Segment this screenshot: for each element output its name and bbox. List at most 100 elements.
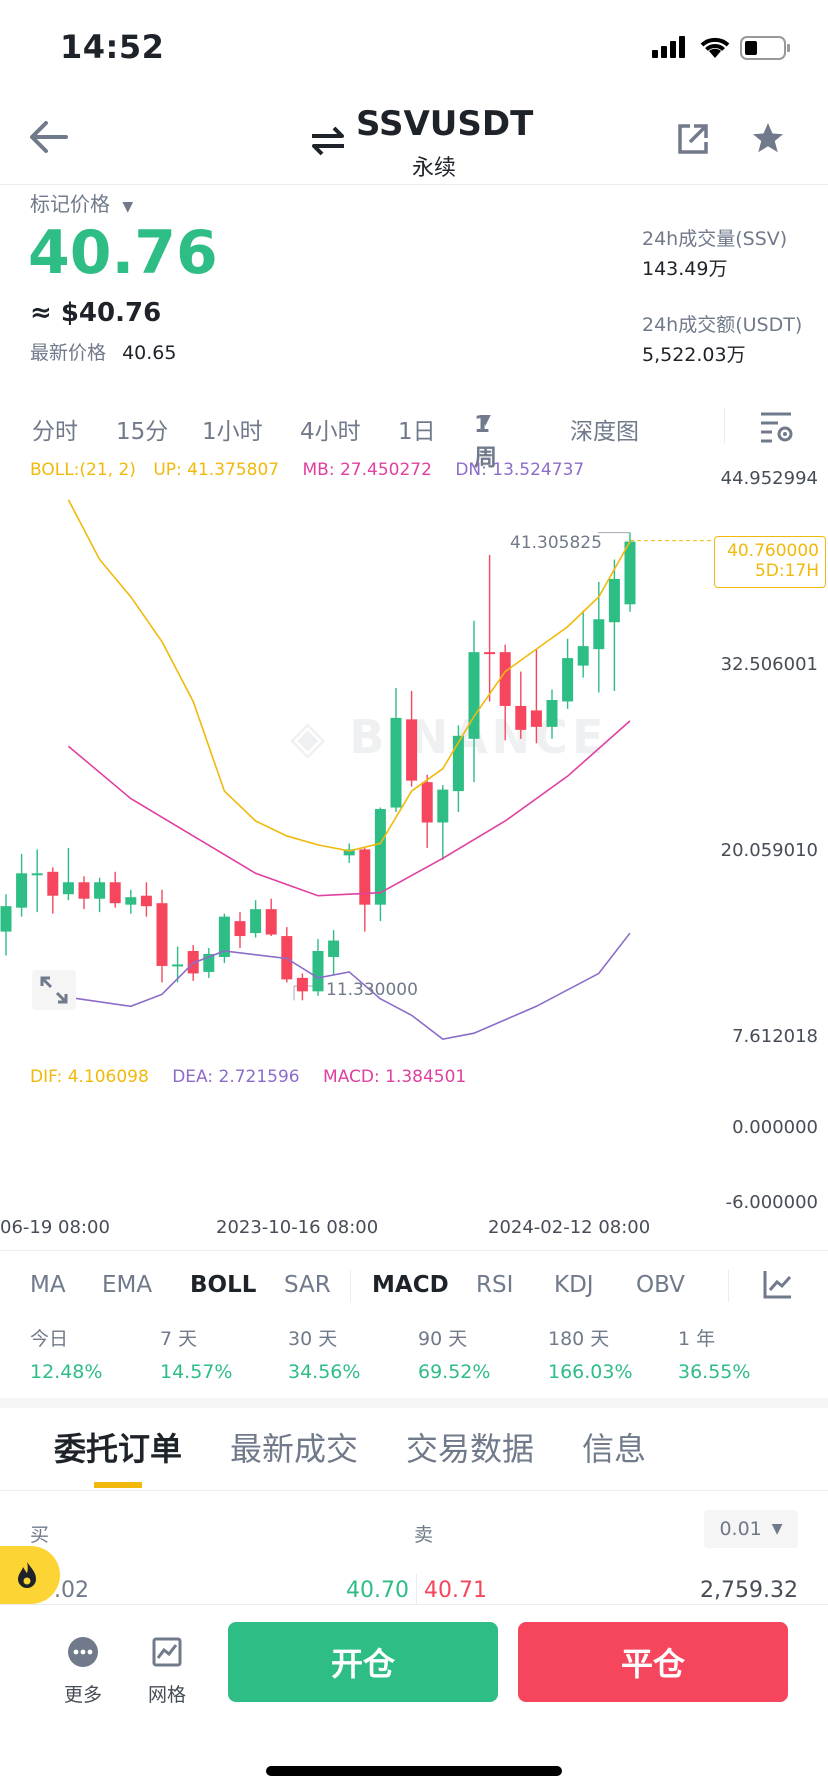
- candle-body: [312, 951, 324, 992]
- current-price-tag: 40.760000 5D:17H: [714, 536, 826, 588]
- boll-mb: MB: 27.450272: [302, 460, 432, 480]
- mark-price-label: 标记价格: [30, 192, 110, 216]
- mark-price-selector[interactable]: 标记价格 ▼: [30, 188, 133, 217]
- indicator-settings-icon[interactable]: [762, 1268, 794, 1304]
- battery-icon: [740, 36, 792, 64]
- buy-price[interactable]: 40.70: [346, 1578, 409, 1603]
- candle-body: [374, 809, 386, 905]
- favorite-star-icon[interactable]: [750, 120, 786, 160]
- tab-1w-label: 1周: [474, 412, 497, 471]
- fullscreen-expand-icon[interactable]: [32, 970, 76, 1010]
- switch-pair-icon[interactable]: [310, 124, 346, 162]
- candle-body: [343, 849, 355, 856]
- macd-dif: DIF: 4.106098: [30, 1067, 149, 1087]
- status-time: 14:52: [60, 28, 165, 66]
- caret-down-icon: ▼: [480, 412, 491, 428]
- perf-value: 14.57%: [160, 1361, 233, 1383]
- hot-fire-button[interactable]: [0, 1546, 60, 1604]
- last-price-value: 40.65: [122, 342, 177, 364]
- indicator-rsi[interactable]: RSI: [476, 1272, 514, 1298]
- caret-down-icon: ▼: [771, 1521, 783, 1537]
- perf-label: 1 年: [678, 1328, 716, 1350]
- pair-title[interactable]: SSVUSDT: [356, 104, 533, 144]
- perf-180d: 180 天 166.03%: [548, 1324, 668, 1383]
- grid-button[interactable]: 网格: [142, 1636, 192, 1707]
- perf-value: 36.55%: [678, 1361, 751, 1383]
- indicator-obv[interactable]: OBV: [636, 1272, 685, 1298]
- kline-chart[interactable]: [0, 450, 828, 1050]
- perf-30d: 30 天 34.56%: [288, 1324, 408, 1383]
- header-divider: [0, 184, 828, 185]
- candle-body: [390, 717, 402, 808]
- candle-body: [546, 699, 558, 727]
- book-separator: [416, 1574, 417, 1604]
- sell-quantity: 2,759.32: [700, 1578, 798, 1603]
- perf-value: 166.03%: [548, 1361, 633, 1383]
- perf-90d: 90 天 69.52%: [418, 1324, 538, 1383]
- active-tab-indicator: [94, 1482, 142, 1488]
- candle-body: [359, 849, 371, 905]
- macd-axis-neg: -6.000000: [725, 1192, 818, 1213]
- precision-selector[interactable]: 0.01 ▼: [704, 1510, 798, 1548]
- candle-body: [94, 882, 106, 899]
- back-button[interactable]: [28, 120, 68, 158]
- candle-countdown: 5D:17H: [754, 561, 819, 581]
- tab-latest-trades[interactable]: 最新成交: [230, 1430, 359, 1468]
- indicator-ma[interactable]: MA: [30, 1272, 66, 1298]
- grid-label: 网格: [147, 1684, 186, 1706]
- candle-body: [328, 940, 340, 957]
- macd-legend: DIF: 4.106098 DEA: 2.721596 MACD: 1.3845…: [30, 1067, 466, 1087]
- volume-ssv-label: 24h成交量(SSV): [642, 228, 788, 250]
- chart-settings-icon[interactable]: [758, 408, 794, 448]
- tab-trade-data[interactable]: 交易数据: [406, 1430, 535, 1468]
- boll-label: BOLL:(21, 2): [30, 460, 136, 480]
- fire-icon: [18, 1562, 36, 1588]
- indicator-macd[interactable]: MACD: [372, 1272, 449, 1298]
- open-position-button[interactable]: 开仓: [228, 1622, 498, 1702]
- candle-body: [234, 921, 246, 937]
- more-button[interactable]: 更多: [58, 1636, 108, 1707]
- tab-1h[interactable]: 1小时: [202, 419, 263, 445]
- candle-body: [62, 882, 74, 895]
- indicator-sar[interactable]: SAR: [284, 1272, 331, 1298]
- tab-order-book[interactable]: 委托订单: [54, 1430, 183, 1468]
- candle-body: [125, 897, 137, 905]
- boll-up: UP: 41.375807: [153, 460, 280, 480]
- tab-depth[interactable]: 深度图: [570, 419, 639, 445]
- tab-1d[interactable]: 1日: [398, 419, 436, 445]
- volume-usdt-value: 5,522.03万: [642, 344, 746, 366]
- indicator-boll[interactable]: BOLL: [190, 1272, 257, 1298]
- sell-price[interactable]: 40.71: [424, 1578, 487, 1603]
- share-icon[interactable]: [676, 122, 710, 160]
- boll-legend: BOLL:(21, 2) UP: 41.375807 MB: 27.450272…: [30, 460, 584, 480]
- tab-separator: [724, 408, 725, 444]
- tab-4h[interactable]: 4小时: [300, 419, 361, 445]
- section-gap: [0, 1398, 828, 1408]
- tab-15m[interactable]: 15分: [116, 419, 169, 445]
- more-dots-icon: [68, 1637, 98, 1667]
- close-position-button[interactable]: 平仓: [518, 1622, 788, 1702]
- perf-label: 90 天: [418, 1328, 468, 1350]
- candle-body: [31, 873, 43, 876]
- precision-value: 0.01: [719, 1518, 762, 1540]
- candle-body: [406, 719, 418, 781]
- perf-label: 180 天: [548, 1328, 610, 1350]
- time-axis-label-3: 2024-02-12 08:00: [488, 1217, 651, 1238]
- candle-body: [0, 906, 12, 932]
- tab-timeline[interactable]: 分时: [32, 419, 78, 445]
- candle-body: [624, 541, 636, 605]
- last-price-row: 最新价格 40.65: [30, 338, 176, 365]
- candle-body: [140, 895, 152, 907]
- tab-info[interactable]: 信息: [582, 1430, 647, 1468]
- candle-body: [78, 882, 90, 899]
- indicator-ema[interactable]: EMA: [102, 1272, 153, 1298]
- candle-body: [265, 909, 277, 935]
- price-axis-2: 32.506001: [720, 654, 818, 675]
- binance-logo-icon: ◈: [290, 710, 330, 764]
- candle-body: [156, 903, 168, 966]
- candle-body: [250, 909, 262, 934]
- current-price-value: 40.760000: [727, 541, 819, 561]
- indicator-kdj[interactable]: KDJ: [554, 1272, 594, 1298]
- high-price-annotation: 41.305825: [510, 533, 602, 553]
- candle-body: [437, 789, 449, 823]
